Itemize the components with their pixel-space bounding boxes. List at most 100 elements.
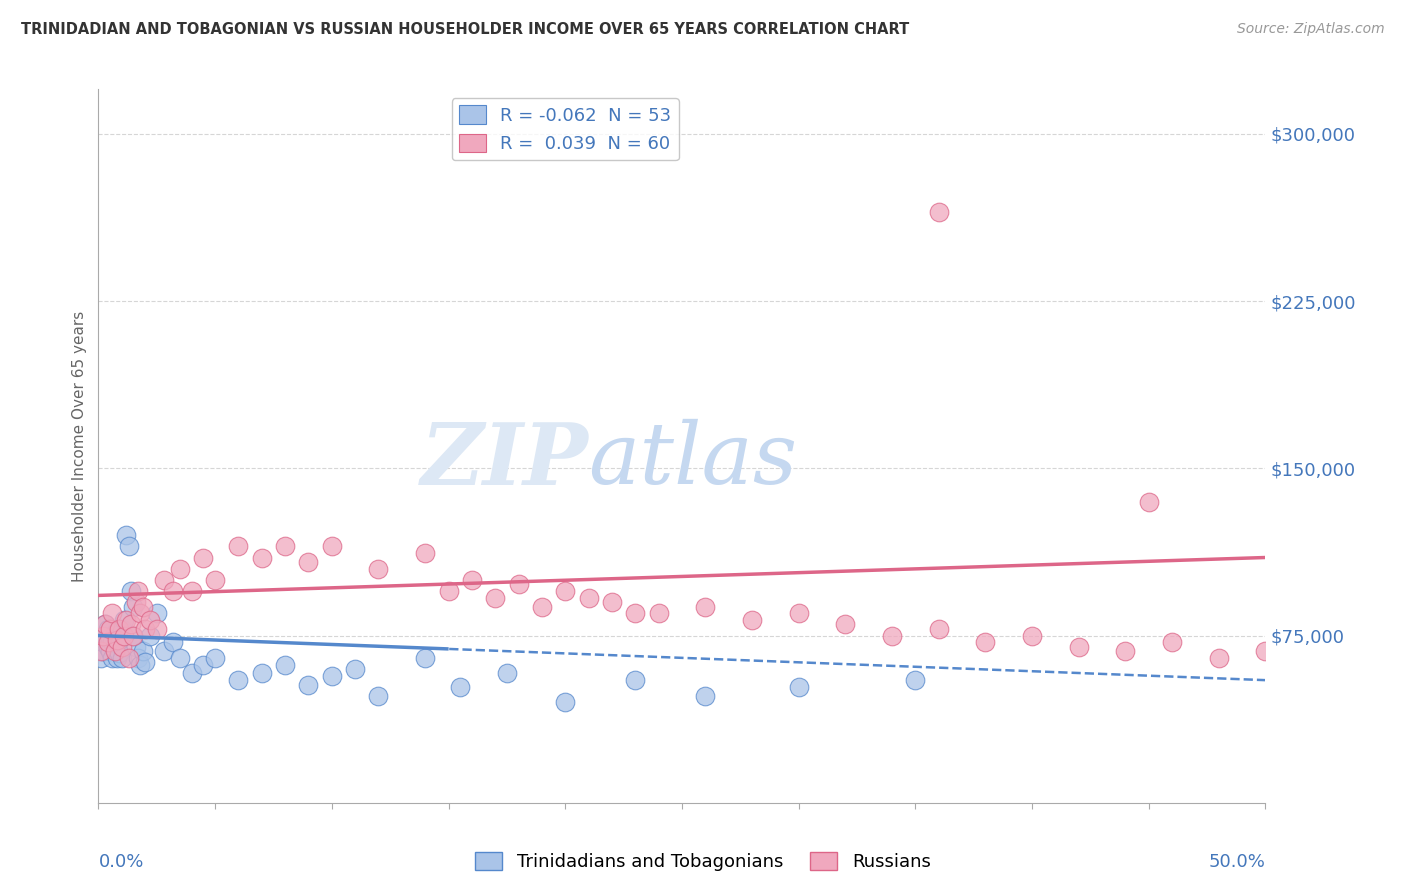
Point <box>787 607 810 621</box>
Point <box>127 651 149 665</box>
Point <box>94 628 117 642</box>
Point <box>105 637 128 651</box>
Point <box>193 550 215 565</box>
Point <box>101 607 124 621</box>
Point <box>695 599 717 614</box>
Point <box>104 644 127 658</box>
Text: 50.0%: 50.0% <box>1209 853 1265 871</box>
Point <box>98 622 121 636</box>
Point <box>413 651 436 665</box>
Point <box>297 678 319 692</box>
Point <box>104 626 127 640</box>
Point <box>118 651 141 665</box>
Point <box>928 622 950 636</box>
Point <box>91 628 114 642</box>
Point <box>90 651 112 665</box>
Point <box>344 662 367 676</box>
Point <box>132 644 155 658</box>
Point <box>508 577 530 591</box>
Point <box>204 651 226 665</box>
Point <box>193 657 215 672</box>
Point <box>367 689 389 703</box>
Text: ZIP: ZIP <box>420 418 589 502</box>
Point <box>228 539 250 553</box>
Point <box>204 573 226 587</box>
Point <box>1161 635 1184 649</box>
Point <box>578 591 600 605</box>
Point <box>134 655 156 669</box>
Point <box>367 562 389 576</box>
Point <box>129 657 152 672</box>
Point <box>413 546 436 560</box>
Point <box>105 633 128 648</box>
Point <box>297 555 319 569</box>
Point <box>101 651 124 665</box>
Point <box>1254 644 1277 658</box>
Point <box>162 635 184 649</box>
Point <box>321 669 343 683</box>
Point <box>127 583 149 598</box>
Point <box>108 646 131 660</box>
Point <box>118 539 141 553</box>
Point <box>169 651 191 665</box>
Point <box>139 613 162 627</box>
Point <box>1137 494 1160 508</box>
Point <box>250 666 273 681</box>
Point <box>449 680 471 694</box>
Point <box>105 651 128 665</box>
Point <box>787 680 810 694</box>
Point <box>91 644 114 658</box>
Text: atlas: atlas <box>589 419 797 501</box>
Point <box>122 628 145 642</box>
Point <box>461 573 484 587</box>
Point <box>134 622 156 636</box>
Point <box>132 599 155 614</box>
Point <box>146 622 169 636</box>
Legend: R = -0.062  N = 53, R =  0.039  N = 60: R = -0.062 N = 53, R = 0.039 N = 60 <box>451 98 679 161</box>
Point <box>624 673 647 687</box>
Point <box>162 583 184 598</box>
Point <box>122 599 145 614</box>
Point <box>180 666 202 681</box>
Point <box>437 583 460 598</box>
Point <box>120 617 142 632</box>
Point <box>152 573 174 587</box>
Point <box>1114 644 1136 658</box>
Point <box>91 635 114 649</box>
Point <box>274 539 297 553</box>
Point <box>484 591 506 605</box>
Point <box>115 613 138 627</box>
Point <box>139 628 162 642</box>
Point <box>928 204 950 219</box>
Point <box>97 622 120 636</box>
Point <box>180 583 202 598</box>
Point <box>108 633 131 648</box>
Point <box>97 635 120 649</box>
Point <box>125 595 148 609</box>
Point <box>321 539 343 553</box>
Point <box>274 657 297 672</box>
Text: Source: ZipAtlas.com: Source: ZipAtlas.com <box>1237 22 1385 37</box>
Point <box>98 633 121 648</box>
Point <box>152 644 174 658</box>
Text: TRINIDADIAN AND TOBAGONIAN VS RUSSIAN HOUSEHOLDER INCOME OVER 65 YEARS CORRELATI: TRINIDADIAN AND TOBAGONIAN VS RUSSIAN HO… <box>21 22 910 37</box>
Point <box>1067 640 1090 654</box>
Point <box>647 607 669 621</box>
Point <box>97 640 120 654</box>
Point <box>600 595 623 609</box>
Point <box>129 607 152 621</box>
Point <box>112 628 135 642</box>
Point <box>554 696 576 710</box>
Point <box>834 617 856 632</box>
Point <box>1208 651 1230 665</box>
Point <box>111 622 134 636</box>
Point <box>250 550 273 565</box>
Legend: Trinidadians and Tobagonians, Russians: Trinidadians and Tobagonians, Russians <box>468 845 938 879</box>
Point <box>111 651 134 665</box>
Point <box>90 644 112 658</box>
Point <box>974 635 997 649</box>
Point <box>496 666 519 681</box>
Point <box>741 613 763 627</box>
Point <box>101 635 124 649</box>
Point <box>94 617 117 632</box>
